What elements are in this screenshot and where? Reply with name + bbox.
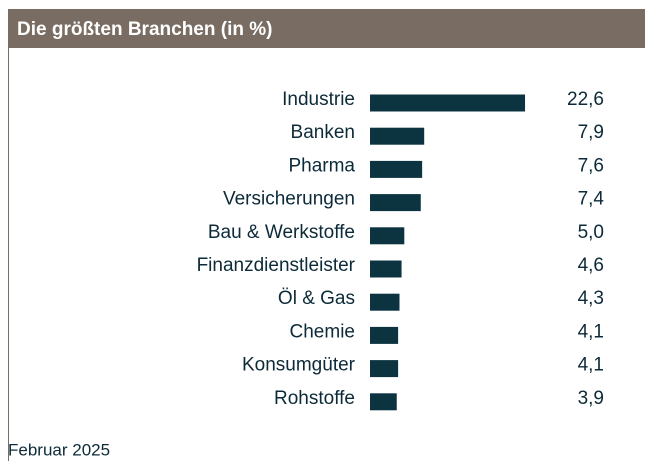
category-label: Banken — [291, 122, 355, 143]
category-label: Rohstoffe — [274, 388, 355, 409]
category-label: Versicherungen — [223, 189, 355, 210]
category-label: Öl & Gas — [278, 288, 355, 309]
value-label: 7,6 — [578, 155, 604, 176]
value-label: 7,9 — [578, 122, 604, 143]
category-label: Finanzdienstleister — [197, 255, 356, 276]
chart-title: Die größten Branchen (in %) — [17, 19, 272, 40]
bar — [370, 393, 397, 411]
note: Februar 2025 — [8, 440, 110, 459]
category-label: Konsumgüter — [242, 355, 356, 376]
bar — [370, 360, 399, 378]
value-label: 7,4 — [578, 189, 605, 210]
category-label: Chemie — [290, 321, 355, 342]
bar — [370, 94, 526, 112]
value-label: 4,1 — [578, 321, 604, 342]
bar — [370, 260, 402, 278]
bar — [370, 227, 405, 245]
value-label: 5,0 — [578, 222, 604, 243]
bar — [370, 127, 425, 145]
value-label: 4,3 — [578, 288, 604, 309]
category-label: Bau & Werkstoffe — [208, 222, 355, 243]
bar — [370, 326, 399, 344]
value-label: 4,6 — [578, 255, 604, 276]
value-label: 3,9 — [578, 388, 604, 409]
category-label: Industrie — [282, 89, 355, 110]
value-label: 4,1 — [578, 355, 604, 376]
bar — [370, 160, 423, 178]
bar — [370, 293, 400, 311]
category-label: Pharma — [288, 155, 355, 176]
bar — [370, 194, 421, 212]
header-band — [8, 9, 645, 48]
value-label: 22,6 — [567, 89, 604, 110]
